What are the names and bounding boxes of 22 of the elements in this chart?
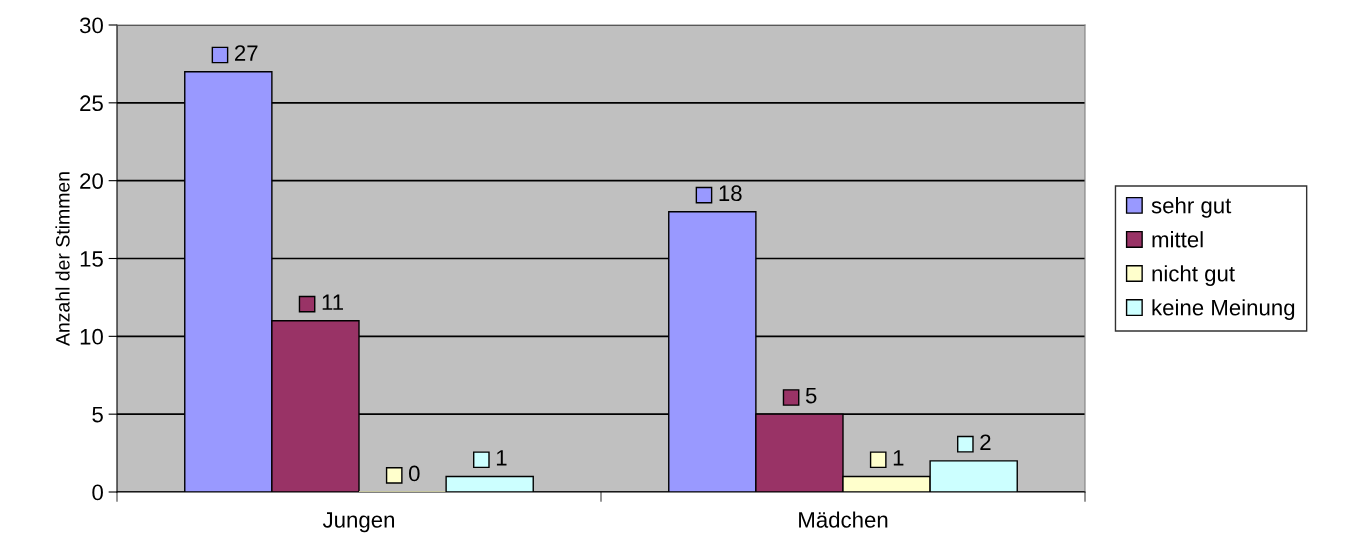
data-label: 5 xyxy=(805,387,817,404)
data-label: 11 xyxy=(322,294,343,310)
x-tick-label: Mädchen xyxy=(799,511,888,528)
y-tick-label: 30 xyxy=(79,17,103,34)
data-label: 1 xyxy=(893,450,904,466)
data-label: 2 xyxy=(980,434,991,450)
data-label: 1 xyxy=(496,450,507,466)
y-axis-title: Anzahl der Stimmen xyxy=(55,172,70,346)
data-label: 0 xyxy=(408,465,420,482)
data-label: 18 xyxy=(719,185,742,202)
x-tick-label: Jungen xyxy=(322,512,395,533)
legend-label: nicht gut xyxy=(1152,265,1235,286)
data-label: 27 xyxy=(234,45,258,61)
y-tick-label: 20 xyxy=(80,173,103,189)
y-tick-label: 5 xyxy=(92,406,103,423)
legend-label: sehr gut xyxy=(1151,197,1232,218)
y-tick-label: 0 xyxy=(92,484,103,501)
y-tick-label: 25 xyxy=(80,95,103,112)
y-tick-label: 10 xyxy=(80,328,103,345)
legend-label: mittel xyxy=(1152,231,1203,248)
y-tick-label: 15 xyxy=(80,251,103,267)
legend-label: keine Meinung xyxy=(1152,299,1295,320)
